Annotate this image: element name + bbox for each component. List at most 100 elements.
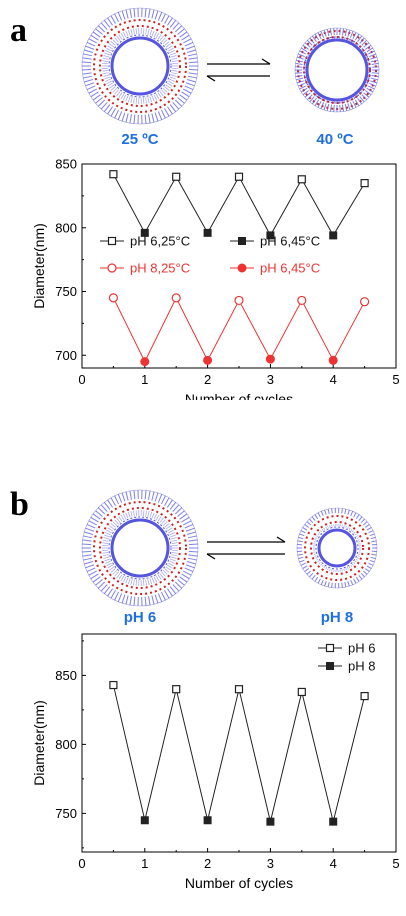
inner-chain — [157, 34, 162, 40]
inner-chain — [116, 35, 121, 42]
inner-chain — [326, 37, 328, 41]
polymer-chain — [184, 85, 194, 91]
polymer-chain — [326, 103, 330, 111]
legend-marker — [238, 237, 246, 245]
inner-chain — [102, 554, 109, 557]
inner-chain — [317, 533, 320, 536]
polymer-chain — [186, 49, 196, 53]
inner-chain — [325, 526, 327, 529]
polymer-chain — [125, 491, 129, 501]
data-point — [203, 816, 212, 825]
inner-chain — [106, 47, 112, 52]
polymer-chain — [174, 507, 183, 515]
polymer-chain — [299, 533, 305, 537]
polymer-chain — [107, 106, 114, 115]
data-point — [266, 817, 275, 826]
x-tick-label: 0 — [78, 856, 85, 871]
legend-entry: pH 8 — [348, 659, 375, 674]
polymer-chain — [82, 543, 92, 546]
inner-chain — [343, 100, 346, 104]
polymer-chain — [304, 42, 311, 48]
y-axis-label: Diameter(nm) — [31, 700, 47, 786]
y-tick-label: 800 — [55, 220, 77, 235]
inner-chain — [145, 579, 147, 586]
polymer-chain — [82, 57, 92, 60]
polymer-chain — [181, 34, 190, 41]
polymer-chain — [148, 490, 151, 500]
inner-chain — [170, 74, 177, 77]
polymer-chain — [85, 527, 95, 532]
polymer-chain — [179, 94, 188, 101]
x-tick-label: 2 — [204, 372, 211, 387]
inner-chain — [171, 60, 178, 62]
inner-chain — [318, 40, 322, 44]
polymer-chain — [366, 527, 372, 531]
polymer-chain — [161, 13, 166, 23]
polymer-chain — [368, 562, 374, 566]
polymer-chain — [344, 508, 347, 514]
inner-chain — [109, 525, 115, 530]
x-tick-label: 5 — [392, 372, 399, 387]
polymer-chain — [84, 531, 94, 535]
inner-chain — [320, 530, 323, 533]
inner-chain — [149, 578, 153, 585]
polymer-chain — [300, 530, 306, 534]
inner-chain — [169, 52, 176, 56]
inner-chain — [151, 95, 155, 102]
inner-chain — [350, 528, 353, 532]
polymer-chain — [304, 524, 309, 528]
polymer-chain — [304, 92, 311, 98]
data-point — [172, 685, 181, 694]
polymer-chain — [157, 111, 163, 120]
polymer-chain — [354, 99, 360, 107]
polymer-chain — [88, 570, 97, 576]
polymer-chain — [300, 47, 308, 53]
polymer-chain — [97, 581, 106, 589]
inner-chain — [155, 514, 160, 521]
polymer-chain — [103, 19, 111, 28]
polymer-chain — [363, 92, 370, 98]
polymer-chain — [317, 512, 321, 518]
y-tick-label: 700 — [55, 348, 77, 363]
inner-chain — [157, 516, 162, 522]
inner-chain — [110, 523, 116, 528]
polymer-chain — [302, 44, 309, 50]
inner-chain — [170, 537, 177, 540]
inner-chain — [105, 78, 111, 82]
polymer-chain — [296, 59, 304, 63]
polymer-chain — [320, 579, 324, 585]
inner-chain — [304, 79, 308, 81]
inner-chain — [168, 562, 174, 567]
x-axis-label: Number of cycles — [185, 875, 293, 891]
inner-chain — [360, 47, 364, 51]
polymer-chain — [177, 579, 185, 586]
polymer-chain — [297, 553, 303, 556]
legend-entry: pH 8,25°C — [130, 261, 190, 276]
inner-chain — [107, 82, 114, 87]
inner-chain — [310, 89, 314, 93]
polymer-chain — [358, 516, 363, 521]
inner-chain — [103, 74, 110, 77]
polymer-chain — [369, 533, 375, 537]
polymer-chain — [151, 9, 155, 19]
polymer-chain — [370, 80, 378, 84]
polymer-chain — [95, 579, 103, 586]
polymer-chain — [349, 31, 354, 38]
inner-chain — [306, 54, 310, 57]
inner-chain — [116, 517, 121, 524]
polymer-chain — [100, 584, 108, 592]
polymer-chain — [83, 53, 93, 57]
inner-chain — [366, 59, 370, 61]
polymer-chain — [317, 32, 322, 40]
inner-chain — [110, 41, 116, 46]
inner-membrane-dashes — [108, 34, 172, 98]
inner-chain — [149, 511, 153, 518]
polymer-chain — [90, 516, 99, 523]
polymer-chain — [186, 561, 196, 565]
inner-chain — [105, 532, 111, 536]
outer-edge — [294, 27, 380, 113]
inner-chain — [147, 511, 150, 518]
inner-chain — [314, 43, 318, 47]
inner-chain — [166, 527, 173, 532]
